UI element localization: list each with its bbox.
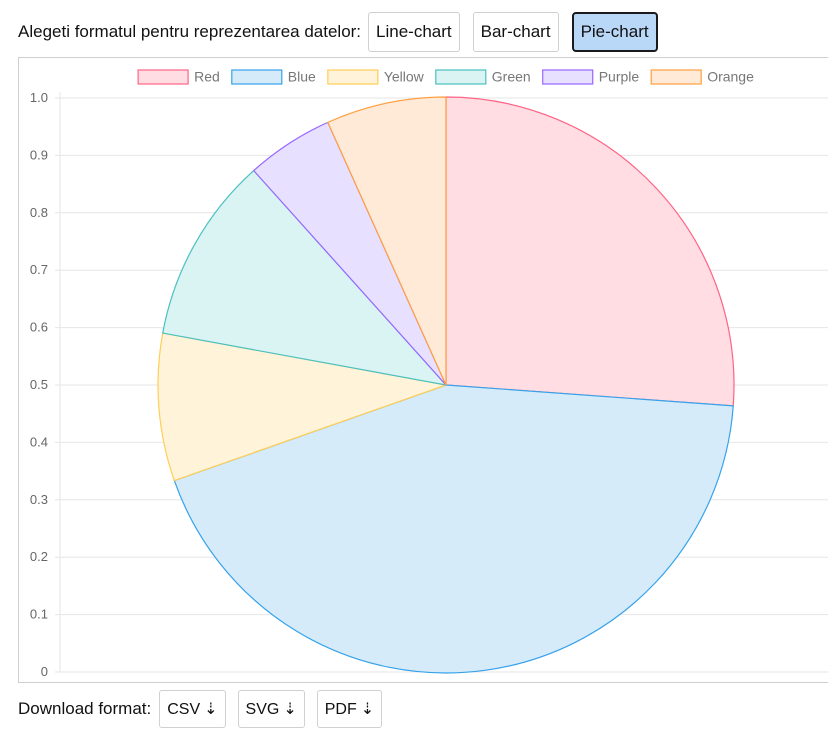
y-tick-label: 0 <box>41 664 48 679</box>
pie-slice-yellow <box>157 332 447 482</box>
y-tick-label: 0.1 <box>30 607 48 622</box>
legend-swatch-blue <box>231 69 283 85</box>
y-tick-label: 0.7 <box>30 262 48 277</box>
download-pdf-button[interactable]: PDF ⇣ <box>316 690 383 728</box>
pie-slice-red <box>445 96 735 407</box>
pie-chart-button[interactable]: Pie-chart <box>571 12 658 52</box>
legend-swatch-purple <box>542 69 594 85</box>
y-tick-label: 1.0 <box>30 90 48 105</box>
legend-swatch-red <box>137 69 189 85</box>
pie-chart: 0 0.1 0.2 0.3 0.4 0.5 0.6 0.7 0.8 0.9 1.0 Red Blue Y… <box>30 69 828 679</box>
y-tick-label: 0.9 <box>30 147 48 162</box>
y-tick-label: 0.2 <box>30 549 48 564</box>
download-bar: Download format: CSV ⇣ SVG ⇣ PDF ⇣ <box>18 689 394 729</box>
format-toolbar: Alegeti formatul pentru reprezentarea da… <box>18 12 671 52</box>
line-chart-button[interactable]: Line-chart <box>368 12 460 52</box>
pie-slices <box>157 96 735 674</box>
legend-label-red: Red <box>194 69 220 85</box>
y-tick-label: 0.5 <box>30 377 48 392</box>
legend-swatch-green <box>435 69 487 85</box>
legend-label-orange: Orange <box>707 69 754 85</box>
download-csv-label: CSV <box>167 701 201 718</box>
chart-area: 0 0.1 0.2 0.3 0.4 0.5 0.6 0.7 0.8 0.9 1.0 Red Blue Y… <box>18 57 828 683</box>
legend-swatch-orange <box>650 69 702 85</box>
download-label: Download format: <box>18 699 152 718</box>
legend-label-blue: Blue <box>288 69 316 85</box>
download-svg-label: SVG <box>245 701 280 718</box>
y-tick-label: 0.4 <box>30 434 48 449</box>
y-tick-label: 0.6 <box>30 320 48 335</box>
legend: Red Blue Yellow Green Purple Orange <box>137 69 754 85</box>
y-tick-label: 0.8 <box>30 205 48 220</box>
pie-slice-orange <box>327 96 447 386</box>
legend-swatch-yellow <box>327 69 379 85</box>
bar-chart-button[interactable]: Bar-chart <box>472 12 559 52</box>
pie-slice-blue <box>173 384 734 674</box>
y-tick-label: 0.3 <box>30 492 48 507</box>
pie-slice-green <box>162 169 447 386</box>
download-arrow-icon: ⇣ <box>283 701 297 718</box>
y-axis-ticks: 0 0.1 0.2 0.3 0.4 0.5 0.6 0.7 0.8 0.9 1.0 <box>30 90 48 679</box>
download-arrow-icon: ⇣ <box>360 701 375 718</box>
legend-label-purple: Purple <box>599 69 640 85</box>
download-pdf-label: PDF <box>324 701 357 718</box>
download-csv-button[interactable]: CSV ⇣ <box>159 690 226 728</box>
download-svg-button[interactable]: SVG ⇣ <box>237 690 305 728</box>
download-arrow-icon: ⇣ <box>204 701 218 718</box>
format-prompt: Alegeti formatul pentru reprezentarea da… <box>18 22 362 41</box>
legend-label-green: Green <box>492 69 531 85</box>
legend-label-yellow: Yellow <box>384 69 425 85</box>
